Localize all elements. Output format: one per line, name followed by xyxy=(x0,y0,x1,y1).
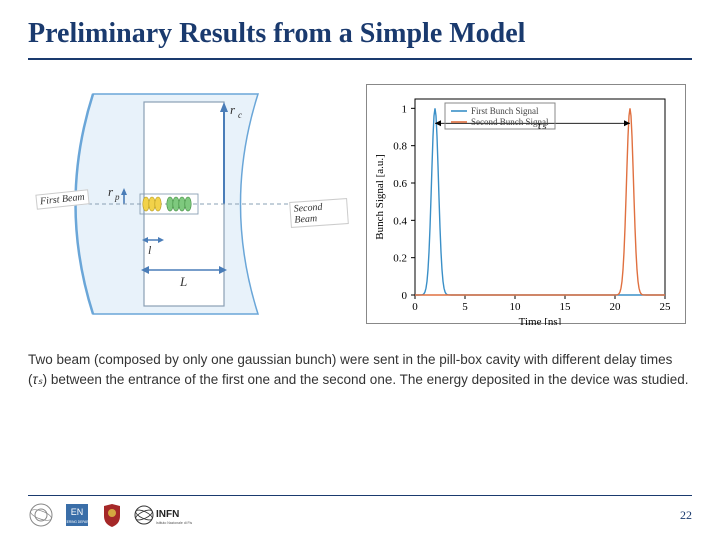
svg-text:0: 0 xyxy=(412,301,418,313)
svg-text:0.4: 0.4 xyxy=(393,215,407,227)
svg-text:0.6: 0.6 xyxy=(393,178,407,190)
cern-logo-icon xyxy=(28,502,54,528)
svg-text:10: 10 xyxy=(510,301,522,313)
svg-text:Bunch Signal [a.u.]: Bunch Signal [a.u.] xyxy=(374,154,386,240)
svg-text:15: 15 xyxy=(560,301,572,313)
tau-annotation: τₛ xyxy=(537,117,547,133)
content-row: rcrplL First Beam Second Beam 0510152025… xyxy=(28,84,692,324)
cavity-diagram: rcrplL First Beam Second Beam xyxy=(28,84,348,324)
svg-text:5: 5 xyxy=(462,301,468,313)
svg-text:0.2: 0.2 xyxy=(393,253,407,265)
svg-text:ENGINEERING DEPARTMENT: ENGINEERING DEPARTMENT xyxy=(64,520,90,524)
page-title: Preliminary Results from a Simple Model xyxy=(28,18,692,60)
svg-text:20: 20 xyxy=(610,301,622,313)
svg-text:EN: EN xyxy=(71,507,84,517)
second-beam-label: Second Beam xyxy=(289,198,349,228)
footer: EN ENGINEERING DEPARTMENT INFNIstituto Na… xyxy=(28,495,692,528)
infn-logo-icon: INFNIstituto Nazionale di Fisica Nuclear… xyxy=(134,502,192,528)
svg-text:First Bunch Signal: First Bunch Signal xyxy=(471,106,539,116)
chart-svg: 0 5 10 15 20 25 0 0.2 0.4 0.6 0.8 1 Time [ns] Bunch S… xyxy=(367,85,687,325)
en-logo-icon: EN ENGINEERING DEPARTMENT xyxy=(64,502,90,528)
slide: Preliminary Results from a Simple Model … xyxy=(0,0,720,540)
bunch-signal-chart: 0 5 10 15 20 25 0 0.2 0.4 0.6 0.8 1 Time [ns] Bunch S… xyxy=(366,84,686,324)
svg-text:c: c xyxy=(238,110,242,120)
svg-text:Time [ns]: Time [ns] xyxy=(519,316,562,325)
svg-text:L: L xyxy=(179,274,187,289)
svg-text:p: p xyxy=(114,192,120,202)
svg-text:0: 0 xyxy=(402,290,408,302)
page-number: 22 xyxy=(680,508,692,523)
svg-text:Istituto Nazionale di Fisica N: Istituto Nazionale di Fisica Nucleare xyxy=(156,521,192,525)
svg-text:1: 1 xyxy=(402,103,408,115)
svg-text:25: 25 xyxy=(660,301,672,313)
caption-tau: τₛ xyxy=(33,372,43,387)
logo-row: EN ENGINEERING DEPARTMENT INFNIstituto Na… xyxy=(28,502,192,528)
sapienza-logo-icon xyxy=(100,502,124,528)
svg-text:INFN: INFN xyxy=(156,509,179,520)
caption-text: Two beam (composed by only one gaussian … xyxy=(28,350,692,389)
caption-post: ) between the entrance of the first one … xyxy=(43,372,689,387)
svg-text:0.8: 0.8 xyxy=(393,141,407,153)
